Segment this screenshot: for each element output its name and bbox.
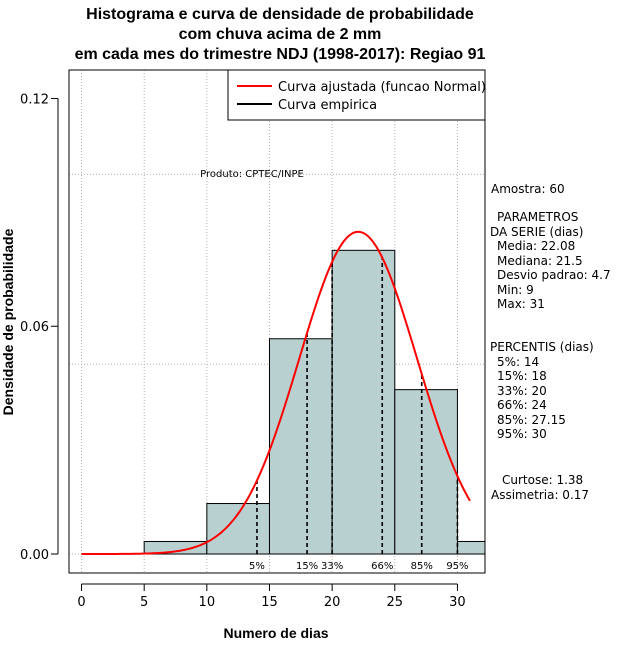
stat-p85: 85%: 27.15 <box>497 413 566 427</box>
stat-percentis-header: PERCENTIS (dias) <box>490 340 594 354</box>
stat-amostra: Amostra: 60 <box>491 182 565 196</box>
y-tick-label-0: 0.00 <box>20 548 49 563</box>
x-tick-label-4: 20 <box>324 595 341 610</box>
normal-fit-curve <box>81 230 471 556</box>
y-tick-label-2: 0.12 <box>20 92 49 107</box>
stat-mediana: Mediana: 21.5 <box>497 254 583 268</box>
x-tick-label-5: 25 <box>387 595 404 610</box>
x-tick-label-6: 30 <box>449 595 466 610</box>
legend-label-0: Curva ajustada (funcao Normal) <box>278 80 486 95</box>
x-tick-label-3: 15 <box>261 595 278 610</box>
produto-annotation: Produto: CPTEC/INPE <box>200 169 304 180</box>
chart-title-line-2: com chuva acima de 2 mm <box>178 26 382 43</box>
stat-p95: 95%: 30 <box>497 427 547 441</box>
percentile-label-5: 95% <box>446 561 468 572</box>
stat-media: Media: 22.08 <box>497 239 576 253</box>
stat-p33: 33%: 20 <box>497 384 547 398</box>
stat-curtose: Curtose: 1.38 <box>502 473 584 487</box>
legend-label-1: Curva empirica <box>278 98 377 113</box>
histogram-bar-5 <box>456 540 486 555</box>
percentile-label-1: 15% <box>296 561 318 572</box>
chart-title-line-1: Histograma e curva de densidade de proba… <box>86 6 474 23</box>
stat-p15: 15%: 18 <box>497 369 547 383</box>
stat-p5: 5%: 14 <box>497 355 540 369</box>
x-tick-label-0: 0 <box>77 595 85 610</box>
x-tick-label-2: 10 <box>199 595 216 610</box>
percentile-label-2: 33% <box>321 561 343 572</box>
percentile-label-3: 66% <box>371 561 393 572</box>
histogram-bar-4 <box>394 389 458 555</box>
histogram-bar-3 <box>331 249 396 555</box>
chart-title-line-3: em cada mes do trimestre NDJ (1998-2017)… <box>74 46 486 63</box>
histogram-bar-1 <box>206 503 270 555</box>
histogram-bar-2 <box>268 338 333 555</box>
x-axis-title: Numero de dias <box>223 625 328 641</box>
stat-desvio: Desvio padrao: 4.7 <box>497 268 611 282</box>
stat-min: Min: 9 <box>497 283 534 297</box>
stat-param-header-1: PARAMETROS <box>497 210 579 224</box>
legend-box <box>227 69 486 121</box>
percentile-label-0: 5% <box>249 561 265 572</box>
stat-assimetria: Assimetria: 0.17 <box>491 488 590 502</box>
stat-param-header-2: DA SERIE (dias) <box>490 225 584 239</box>
percentile-label-4: 85% <box>411 561 433 572</box>
stat-max: Max: 31 <box>497 297 545 311</box>
y-tick-label-1: 0.06 <box>20 320 49 335</box>
x-tick-label-1: 5 <box>140 595 148 610</box>
y-axis-title: Densidade de probabilidade <box>0 228 16 415</box>
stat-p66: 66%: 24 <box>497 398 547 412</box>
